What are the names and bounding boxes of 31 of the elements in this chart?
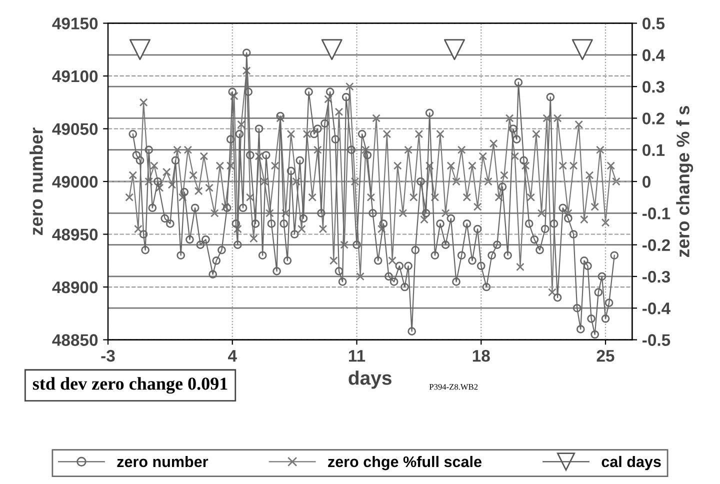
y-tick-label: 48850 [52,334,98,346]
y2-axis-title: zero change % f s [676,106,694,258]
legend-label: cal days [602,456,661,470]
x-tick-label: 11 [348,350,366,362]
y2-tick-label: 0.3 [642,80,664,93]
y2-tick-label: 0.4 [642,49,665,62]
text: P394-Z8.WB2 [429,384,478,390]
x-tick-label: 4 [228,350,237,362]
y-tick-label: 49150 [52,18,98,30]
x-tick-label: 25 [596,350,614,362]
y2-tick-label: -0.3 [642,270,670,283]
y2-tick-label: 0 [642,176,650,188]
y2-tick-label: -0.4 [642,302,671,314]
y2-tick-label: 0.1 [642,144,665,156]
y2-tick-label: -0.5 [642,334,670,346]
y2-tick-label: -0.2 [642,239,670,252]
x-tick-label: -3 [101,350,115,362]
x-tick-label: 18 [472,350,490,362]
y-tick-label: 49100 [52,70,98,82]
y-axis-title: zero number [30,128,43,235]
y-tick-label: 49050 [52,123,98,135]
y2-tick-label: 0.2 [642,112,664,124]
y-tick-label: 48900 [52,281,98,294]
legend-label: zero number [117,456,208,468]
y-tick-label: 48950 [52,228,98,240]
x-axis-title: days [348,370,392,389]
text: std dev zero change 0.091 [32,377,228,394]
y2-tick-label: 0.5 [642,18,665,30]
y-tick-label: 49000 [52,176,98,188]
legend-label: zero chge %full scale [328,456,482,470]
y2-tick-label: -0.1 [642,208,670,220]
